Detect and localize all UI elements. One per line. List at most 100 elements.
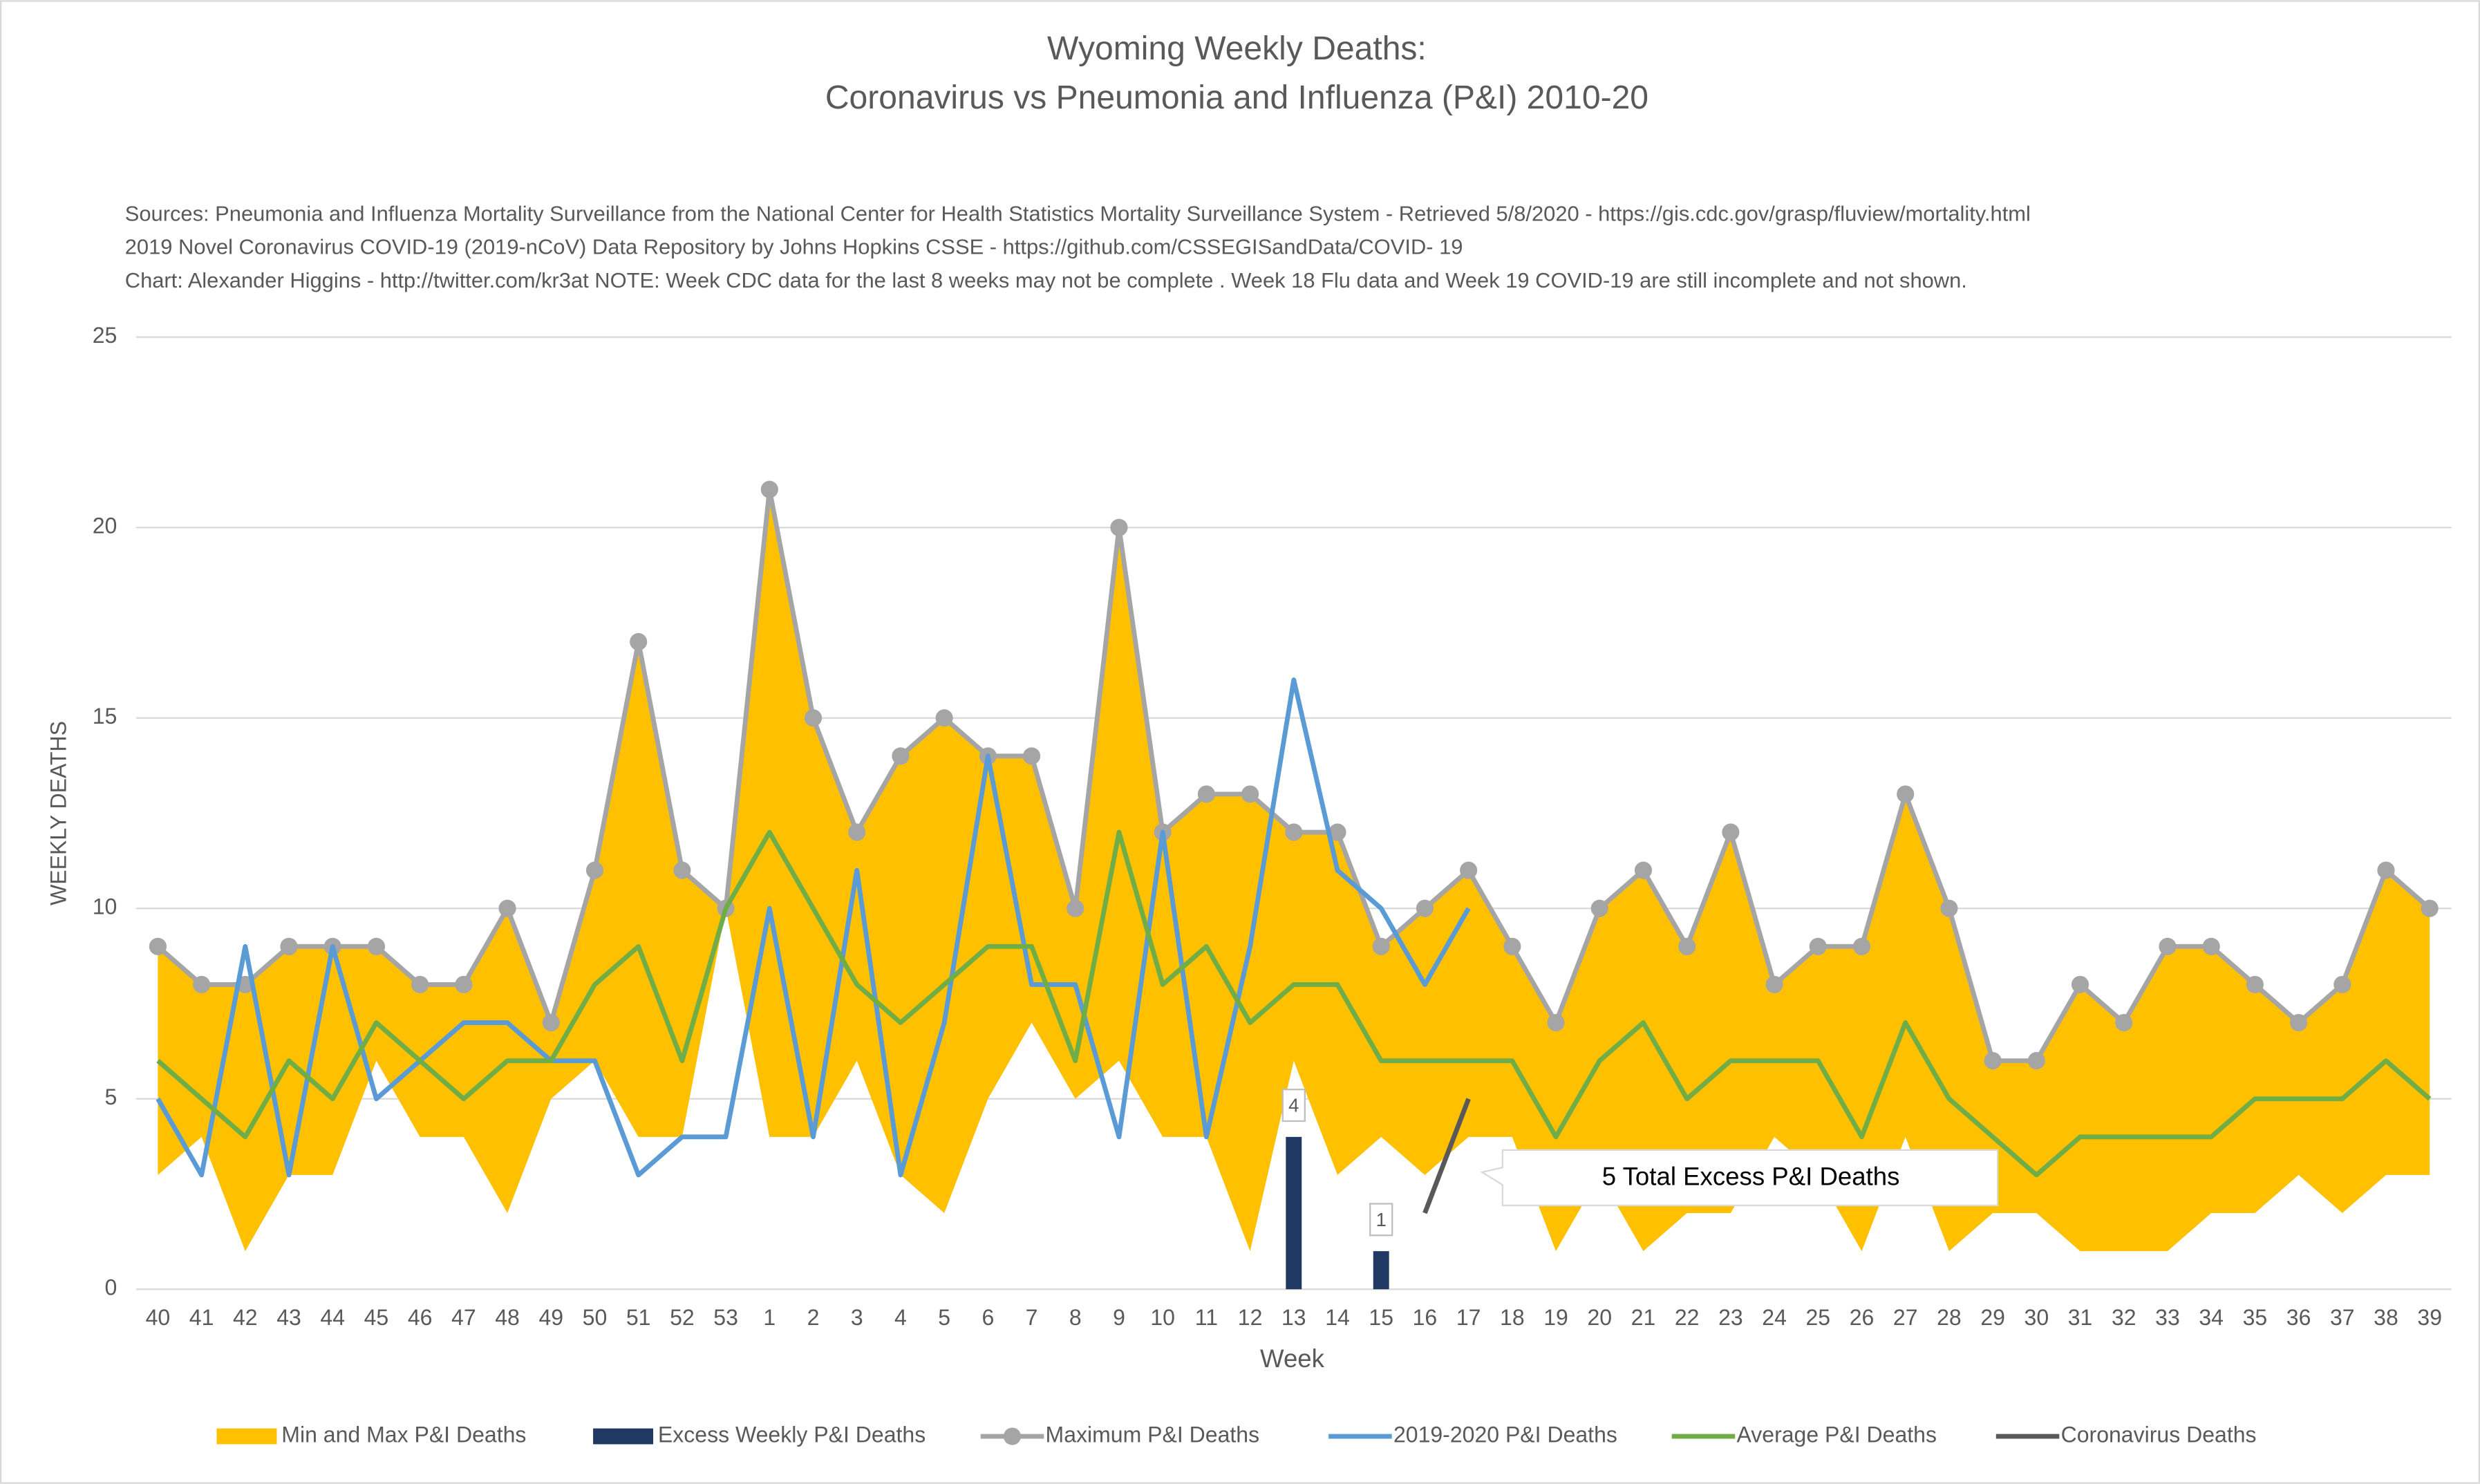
marker <box>1940 899 1958 917</box>
legend-label: Coronavirus Deaths <box>2061 1422 2257 1447</box>
x-tick-label: 40 <box>146 1305 171 1330</box>
marker <box>2115 1013 2133 1032</box>
x-tick-label: 50 <box>583 1305 608 1330</box>
x-tick-label: 27 <box>1893 1305 1918 1330</box>
x-tick-label: 9 <box>1113 1305 1125 1330</box>
marker <box>1547 1013 1565 1032</box>
legend-label: Excess Weekly P&I Deaths <box>658 1422 926 1447</box>
x-tick-label: 31 <box>2068 1305 2093 1330</box>
x-tick-label: 28 <box>1937 1305 1962 1330</box>
marker <box>1416 899 1434 917</box>
data-label-box <box>1281 1089 1306 1123</box>
x-tick-label: 53 <box>713 1305 738 1330</box>
x-tick-label: 2 <box>807 1305 820 1330</box>
x-tick-label: 25 <box>1805 1305 1830 1330</box>
x-tick-label: 37 <box>2330 1305 2355 1330</box>
series-line <box>1422 1098 1471 1214</box>
x-tick-label: 32 <box>2112 1305 2136 1330</box>
x-tick-label: 11 <box>1195 1305 1218 1330</box>
x-tick-label: 5 <box>938 1305 950 1330</box>
x-tick-label: 51 <box>626 1305 651 1330</box>
x-tick-label: 45 <box>364 1305 389 1330</box>
bar <box>1286 1136 1302 1290</box>
x-tick-label: 4 <box>894 1305 907 1330</box>
y-tick-label: 20 <box>93 514 118 538</box>
marker <box>1634 861 1653 879</box>
marker <box>1678 937 1696 955</box>
x-tick-label: 12 <box>1238 1305 1263 1330</box>
x-tick-label: 10 <box>1150 1305 1175 1330</box>
callout: 5 Total Excess P&I Deaths <box>1480 1149 1999 1207</box>
x-tick-label: 52 <box>670 1305 695 1330</box>
legend-label: 2019-2020 P&I Deaths <box>1393 1422 1617 1447</box>
marker <box>1503 937 1521 955</box>
marker <box>760 480 778 498</box>
subtitle: Chart: Alexander Higgins - http://twitte… <box>125 268 1967 292</box>
marker <box>1765 975 1783 994</box>
x-tick-label: 41 <box>189 1305 214 1330</box>
x-tick-label: 29 <box>1980 1305 2005 1330</box>
marker <box>935 709 953 727</box>
x-tick-label: 36 <box>2286 1305 2311 1330</box>
y-tick-label: 10 <box>93 894 118 919</box>
marker <box>2333 975 2351 994</box>
data-label: 1 <box>1376 1209 1387 1230</box>
marker <box>2246 975 2264 994</box>
x-tick-label: 34 <box>2199 1305 2224 1330</box>
series-line <box>156 829 2432 1178</box>
marker <box>280 937 298 955</box>
subtitle: Sources: Pneumonia and Influenza Mortali… <box>125 202 2031 226</box>
x-tick-label: 23 <box>1718 1305 1743 1330</box>
marker <box>1022 747 1041 765</box>
x-tick-label: 42 <box>233 1305 258 1330</box>
x-tick-label: 35 <box>2243 1305 2268 1330</box>
x-tick-label: 33 <box>2155 1305 2180 1330</box>
legend-label: Average P&I Deaths <box>1737 1422 1937 1447</box>
legend-swatch <box>216 1428 277 1445</box>
x-tick-label: 6 <box>981 1305 994 1330</box>
y-tick-label: 5 <box>105 1084 118 1109</box>
x-tick-label: 15 <box>1369 1305 1393 1330</box>
marker <box>630 632 648 651</box>
x-tick-label: 38 <box>2374 1305 2398 1330</box>
marker <box>193 975 211 994</box>
marker <box>1590 899 1608 917</box>
x-tick-label: 24 <box>1762 1305 1787 1330</box>
marker <box>411 975 429 994</box>
marker <box>149 937 167 955</box>
marker <box>1897 785 1915 803</box>
x-tick-label: 48 <box>495 1305 520 1330</box>
callout-box <box>1480 1149 1999 1207</box>
marker <box>585 861 604 879</box>
marker <box>892 747 910 765</box>
legend-label: Min and Max P&I Deaths <box>281 1422 526 1447</box>
x-tick-label: 39 <box>2417 1305 2442 1330</box>
x-tick-label: 43 <box>276 1305 301 1330</box>
marker <box>1722 823 1740 841</box>
marker <box>1285 823 1303 841</box>
x-tick-label: 13 <box>1281 1305 1306 1330</box>
legend-marker <box>1003 1427 1022 1445</box>
x-tick-label: 1 <box>763 1305 776 1330</box>
marker <box>542 1013 560 1032</box>
marker <box>1809 937 1827 955</box>
legend-label: Maximum P&I Deaths <box>1046 1422 1260 1447</box>
marker <box>1984 1052 2002 1070</box>
bar <box>1373 1251 1389 1290</box>
data-label: 4 <box>1288 1095 1299 1116</box>
x-tick-label: 30 <box>2025 1305 2049 1330</box>
x-axis-label: Week <box>1260 1344 1325 1373</box>
x-tick-label: 20 <box>1587 1305 1612 1330</box>
x-tick-label: 22 <box>1675 1305 1700 1330</box>
x-tick-label: 8 <box>1069 1305 1082 1330</box>
legend-swatch <box>593 1428 654 1445</box>
series-line <box>156 677 1471 1178</box>
marker <box>2159 937 2177 955</box>
marker <box>848 823 866 841</box>
marker <box>367 937 386 955</box>
marker <box>2202 937 2220 955</box>
marker <box>455 975 473 994</box>
x-tick-label: 49 <box>538 1305 563 1330</box>
marker <box>1328 823 1346 841</box>
